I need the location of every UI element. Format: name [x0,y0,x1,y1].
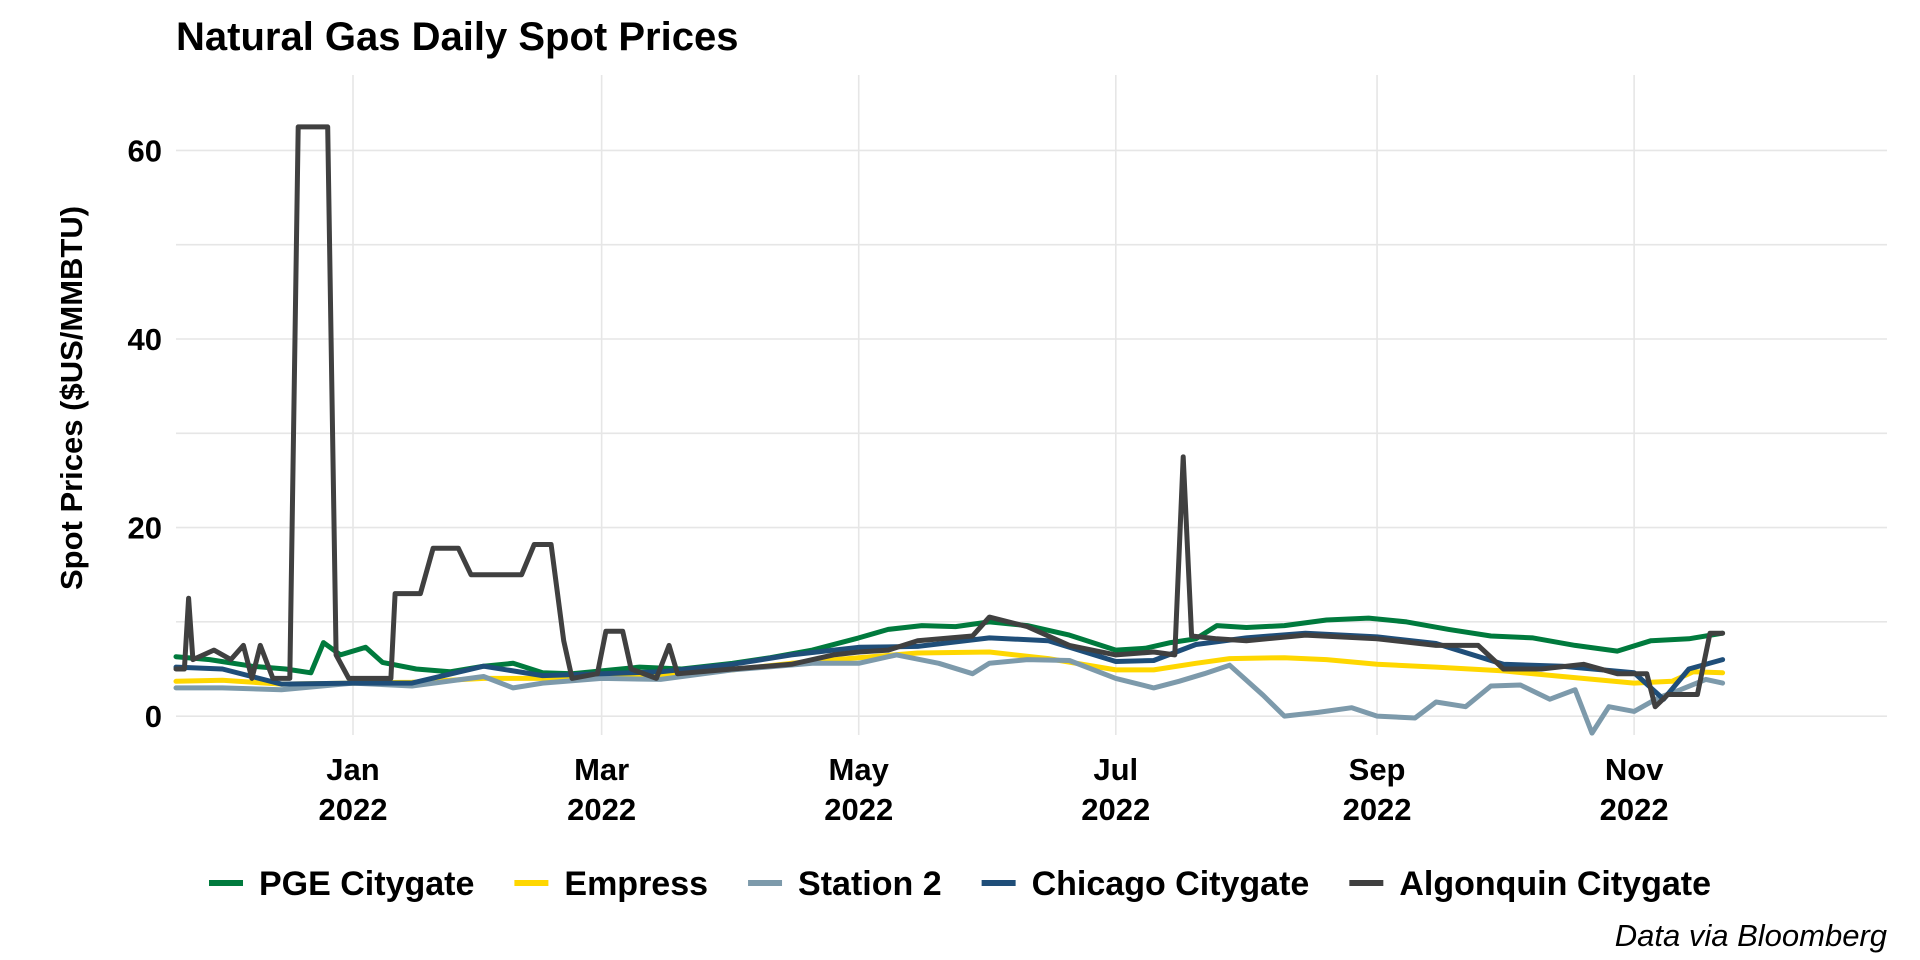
legend-item-5: Algonquin Citygate [1349,865,1711,903]
grid-lines [176,75,1887,735]
x-tick-month: Sep [1349,752,1406,787]
x-tick-month: Jul [1093,752,1138,787]
y-tick-label: 0 [145,699,162,734]
legend-label: PGE Citygate [259,865,474,903]
y-tick-label: 60 [128,133,162,168]
legend-item-2: Empress [514,865,708,903]
legend: PGE Citygate Empress Station 2 Chicago City… [209,865,1711,903]
x-tick-year: 2022 [319,792,388,827]
x-tick-month: Mar [574,752,629,787]
x-tick-year: 2022 [824,792,893,827]
series-line-4 [173,630,1726,702]
x-tick-year: 2022 [1081,792,1150,827]
series-line-1 [173,615,1726,677]
legend-item-4: Chicago Citygate [981,865,1310,903]
x-axis-ticks: Jan 2022 Mar 2022 May 2022 Jul 2022 Sep 2022 Nov 20… [319,752,1669,827]
y-axis-ticks: 0 20 40 60 [128,133,162,734]
y-axis-label: Spot Prices ($US/MMBTU) [54,206,89,590]
legend-label: Empress [564,865,708,903]
x-tick-year: 2022 [567,792,636,827]
x-tick-year: 2022 [1600,792,1669,827]
x-tick-month: May [829,752,890,787]
series-line-5 [173,124,1726,710]
series-lines [173,124,1726,736]
legend-label: Chicago Citygate [1032,865,1310,903]
legend-item-3: Station 2 [748,865,942,903]
y-tick-label: 20 [128,511,162,546]
series-line-3 [173,652,1726,736]
y-tick-label: 40 [128,322,162,357]
x-tick-year: 2022 [1343,792,1412,827]
x-tick-month: Jan [326,752,379,787]
data-source-caption: Data via Bloomberg [1615,918,1887,953]
legend-item-1: PGE Citygate [209,865,474,903]
x-tick-month: Nov [1605,752,1664,787]
legend-label: Station 2 [798,865,942,903]
legend-label: Algonquin Citygate [1399,865,1711,903]
chart-title: Natural Gas Daily Spot Prices [176,15,738,59]
